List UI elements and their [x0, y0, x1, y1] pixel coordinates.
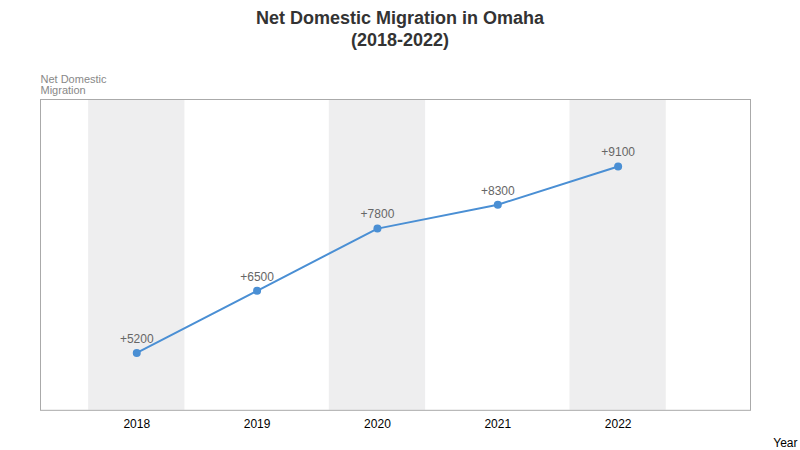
svg-text:2018: 2018 [123, 417, 150, 431]
html-text:Net Domestic Migration in Omah: Net Domestic Migration in Omaha (2018-20… [256, 8, 544, 50]
svg-text:Year: Year [773, 437, 797, 450]
svg-text:+7800: +7800 [361, 208, 395, 222]
svg-text:+9100: +9100 [601, 145, 635, 159]
svg-text:Net DomesticMigration: Net DomesticMigration [41, 73, 108, 96]
svg-text:2021: 2021 [484, 417, 511, 431]
svg-text:+6500: +6500 [240, 270, 274, 284]
svg-text:+8300: +8300 [481, 184, 515, 198]
svg-text:2020: 2020 [364, 417, 391, 431]
svg-text:+5200: +5200 [120, 332, 154, 346]
svg-text:2019: 2019 [244, 417, 271, 431]
svg-text:2022: 2022 [605, 417, 632, 431]
